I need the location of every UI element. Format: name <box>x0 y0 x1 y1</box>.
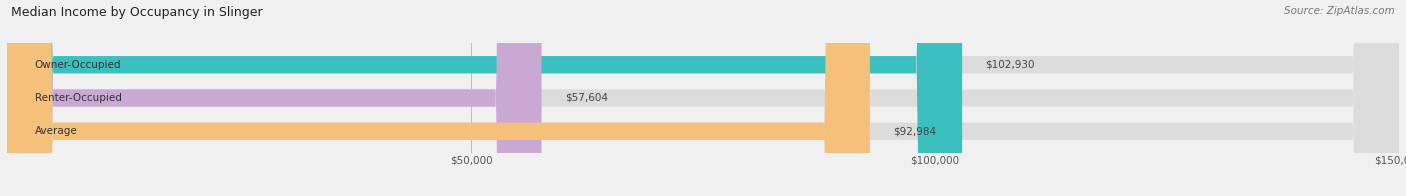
FancyBboxPatch shape <box>7 0 1399 196</box>
Text: Source: ZipAtlas.com: Source: ZipAtlas.com <box>1284 6 1395 16</box>
FancyBboxPatch shape <box>7 0 870 196</box>
Text: $92,984: $92,984 <box>893 126 936 136</box>
Text: Median Income by Occupancy in Slinger: Median Income by Occupancy in Slinger <box>11 6 263 19</box>
Text: Owner-Occupied: Owner-Occupied <box>35 60 121 70</box>
Text: Renter-Occupied: Renter-Occupied <box>35 93 122 103</box>
Text: $57,604: $57,604 <box>565 93 607 103</box>
FancyBboxPatch shape <box>7 0 962 196</box>
FancyBboxPatch shape <box>7 0 1399 196</box>
Text: $102,930: $102,930 <box>986 60 1035 70</box>
FancyBboxPatch shape <box>7 0 541 196</box>
FancyBboxPatch shape <box>7 0 1399 196</box>
Text: Average: Average <box>35 126 77 136</box>
